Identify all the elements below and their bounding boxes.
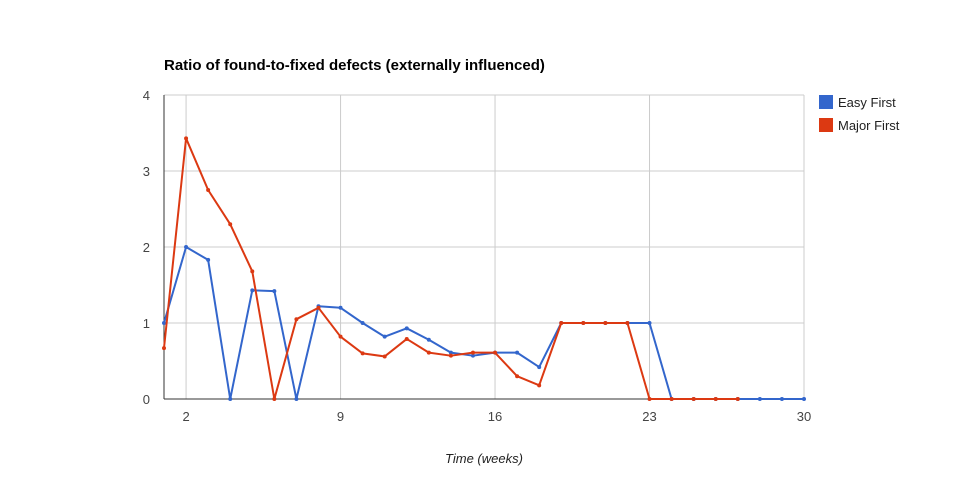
data-point <box>603 321 608 325</box>
data-point <box>206 188 211 192</box>
data-point <box>735 397 740 401</box>
legend-swatch <box>819 95 833 109</box>
data-point <box>515 374 520 379</box>
data-point <box>404 336 409 341</box>
data-point <box>802 397 806 401</box>
data-point <box>250 269 255 274</box>
x-tick-label: 2 <box>182 409 189 424</box>
data-point <box>647 397 652 401</box>
data-point <box>250 288 255 293</box>
data-point <box>470 350 475 355</box>
data-point <box>382 354 387 359</box>
legend-swatch <box>819 118 833 132</box>
data-point <box>206 257 211 262</box>
data-point <box>294 397 299 401</box>
data-point <box>228 397 233 401</box>
data-point <box>338 334 343 339</box>
data-point <box>757 397 762 401</box>
data-point <box>625 321 630 325</box>
data-point <box>382 334 387 339</box>
data-point <box>691 397 696 401</box>
x-tick-label: 30 <box>797 409 811 424</box>
data-point <box>559 321 564 325</box>
data-point <box>647 321 652 325</box>
data-point <box>162 321 166 325</box>
y-tick-label: 0 <box>143 392 150 407</box>
data-point <box>537 365 542 370</box>
data-point <box>515 350 520 355</box>
x-axis-label: Time (weeks) <box>445 451 523 466</box>
x-tick-label: 16 <box>488 409 502 424</box>
data-point <box>294 317 299 322</box>
y-tick-label: 1 <box>143 316 150 331</box>
data-point <box>779 397 784 401</box>
data-point <box>338 305 343 310</box>
data-point <box>360 351 365 356</box>
data-point <box>184 245 189 249</box>
data-point <box>537 383 542 388</box>
data-point <box>228 222 233 227</box>
data-point <box>448 353 453 358</box>
y-tick-label: 3 <box>143 164 150 179</box>
data-point <box>316 305 321 310</box>
data-point <box>470 353 475 358</box>
data-point <box>493 350 498 355</box>
data-point <box>426 350 431 355</box>
chart-title: Ratio of found-to-fixed defects (externa… <box>164 57 545 74</box>
data-point <box>426 337 431 342</box>
data-point <box>404 326 409 331</box>
x-tick-label: 9 <box>337 409 344 424</box>
data-point <box>713 397 718 401</box>
data-point <box>448 350 453 355</box>
data-point <box>272 397 277 401</box>
data-point <box>581 321 586 325</box>
legend-label: Major First <box>838 118 900 133</box>
data-point <box>272 289 277 294</box>
series-2 <box>162 136 740 401</box>
series-layer <box>162 136 806 401</box>
data-point <box>184 136 189 141</box>
legend: Easy First Major First <box>819 95 900 133</box>
legend-label: Easy First <box>838 95 896 110</box>
y-tick-label: 4 <box>143 88 150 103</box>
x-tick-label: 23 <box>642 409 656 424</box>
y-tick-label: 2 <box>143 240 150 255</box>
data-point <box>162 346 166 351</box>
data-point <box>669 397 674 401</box>
data-point <box>360 321 365 325</box>
series-line <box>163 137 738 400</box>
